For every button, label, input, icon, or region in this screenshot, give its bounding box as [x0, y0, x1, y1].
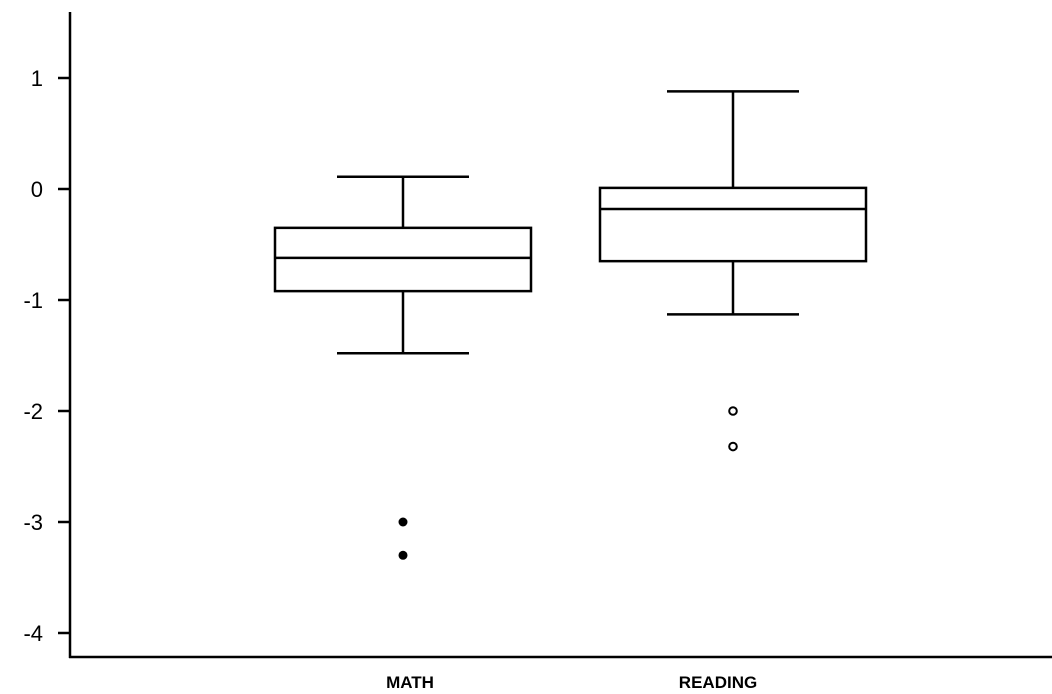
x-category-label: MATH	[386, 673, 434, 692]
iqr-box	[273, 226, 533, 293]
iqr-box	[598, 186, 868, 263]
y-tick-label: -2	[23, 399, 43, 424]
y-tick-label: -1	[23, 288, 43, 313]
outlier-point	[398, 517, 408, 527]
x-category-labels: MATH READING	[386, 673, 757, 692]
y-ticks: 1 0 -1 -2 -3 -4	[23, 66, 70, 646]
outlier-point	[728, 406, 738, 416]
y-tick-label: -4	[23, 621, 43, 646]
outlier-point	[398, 550, 408, 560]
boxes	[273, 90, 868, 560]
x-category-label: READING	[679, 673, 757, 692]
y-tick-label: 1	[31, 66, 43, 91]
axes	[68, 12, 1052, 659]
box-reading	[598, 90, 868, 452]
y-tick-label: -3	[23, 510, 43, 535]
outlier-point	[728, 441, 738, 452]
box-math	[273, 175, 533, 560]
y-tick-label: 0	[31, 177, 43, 202]
